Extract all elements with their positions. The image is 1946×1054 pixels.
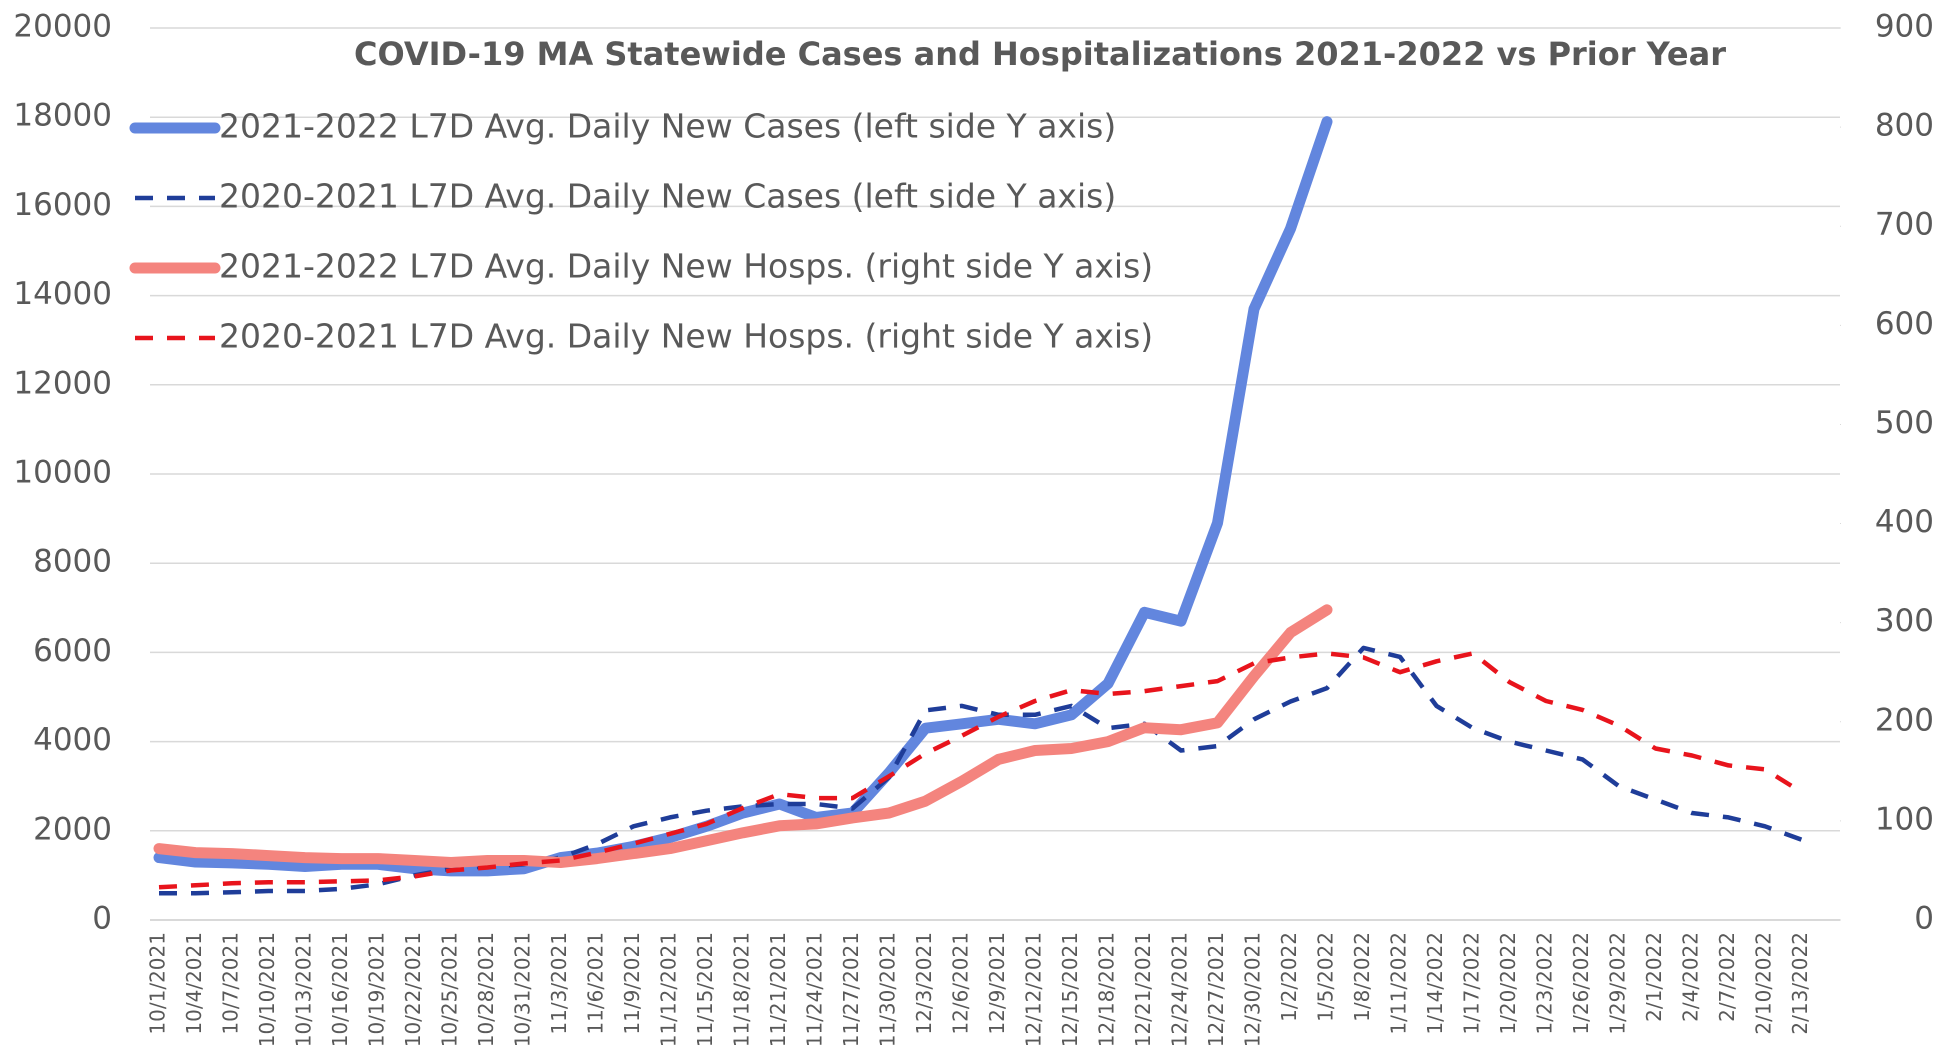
x-tick-label: 2/10/2022 xyxy=(1752,932,1776,1035)
x-tick-label: 1/20/2022 xyxy=(1496,932,1520,1035)
y-tick-label: 2000 xyxy=(33,811,112,847)
y2-tick-label: 700 xyxy=(1875,207,1934,243)
x-tick-label: 1/26/2022 xyxy=(1569,932,1593,1035)
x-tick-label: 1/23/2022 xyxy=(1533,932,1557,1035)
y-tick-label: 14000 xyxy=(13,276,112,312)
y-tick-label: 6000 xyxy=(33,633,112,669)
x-tick-label: 1/14/2022 xyxy=(1423,932,1447,1035)
series-line xyxy=(159,645,1803,896)
y-tick-label: 20000 xyxy=(13,9,112,45)
x-tick-label: 2/4/2022 xyxy=(1679,932,1703,1022)
y-tick-label: 16000 xyxy=(13,187,112,223)
x-tick-label: 1/29/2022 xyxy=(1606,932,1630,1035)
x-tick-label: 11/3/2021 xyxy=(547,932,571,1035)
series-line xyxy=(153,116,1333,877)
series-line xyxy=(153,604,1333,868)
x-tick-label: 11/12/2021 xyxy=(657,932,681,1047)
y2-tick-label: 800 xyxy=(1875,108,1934,144)
x-tick-label: 10/19/2021 xyxy=(365,932,389,1047)
y2-tick-label: 900 xyxy=(1875,9,1934,45)
x-tick-label: 10/10/2021 xyxy=(255,932,279,1047)
x-tick-label: 12/21/2021 xyxy=(1131,932,1155,1047)
x-tick-label: 11/6/2021 xyxy=(584,932,608,1035)
y-tick-label: 0 xyxy=(92,901,112,937)
x-tick-label: 11/18/2021 xyxy=(730,932,754,1047)
x-tick-label: 10/13/2021 xyxy=(292,932,316,1047)
x-tick-label: 10/1/2021 xyxy=(146,932,170,1035)
x-tick-label: 1/8/2022 xyxy=(1350,932,1374,1022)
y-tick-label: 4000 xyxy=(33,722,112,758)
x-tick-label: 11/15/2021 xyxy=(693,932,717,1047)
x-tick-label: 11/21/2021 xyxy=(766,932,790,1047)
y-tick-label: 10000 xyxy=(13,455,112,491)
x-tick-label: 12/15/2021 xyxy=(1058,932,1082,1047)
legend-label: 2021-2022 L7D Avg. Daily New Hosps. (rig… xyxy=(219,247,1153,286)
legend-label: 2020-2021 L7D Avg. Daily New Cases (left… xyxy=(219,177,1116,216)
y2-tick-label: 500 xyxy=(1875,405,1934,441)
legend-label: 2021-2022 L7D Avg. Daily New Cases (left… xyxy=(219,107,1116,146)
x-tick-label: 12/30/2021 xyxy=(1241,932,1265,1047)
chart-title: COVID-19 MA Statewide Cases and Hospital… xyxy=(354,35,1726,73)
x-tick-label: 10/16/2021 xyxy=(328,932,352,1047)
x-tick-label: 10/31/2021 xyxy=(511,932,535,1047)
x-tick-label: 10/4/2021 xyxy=(182,932,206,1035)
x-tick-label: 2/7/2022 xyxy=(1715,932,1739,1022)
y2-tick-label: 200 xyxy=(1875,702,1934,738)
x-tick-label: 1/11/2022 xyxy=(1387,932,1411,1035)
x-tick-label: 12/6/2021 xyxy=(949,932,973,1035)
x-tick-label: 12/18/2021 xyxy=(1095,932,1119,1047)
y2-tick-label: 300 xyxy=(1875,603,1934,639)
legend-label: 2020-2021 L7D Avg. Daily New Hosps. (rig… xyxy=(219,317,1153,356)
x-tick-label: 2/13/2022 xyxy=(1788,932,1812,1035)
x-tick-label: 1/5/2022 xyxy=(1314,932,1338,1022)
x-tick-label: 10/25/2021 xyxy=(438,932,462,1047)
y2-tick-label: 0 xyxy=(1914,901,1934,937)
x-tick-label: 12/12/2021 xyxy=(1022,932,1046,1047)
x-tick-label: 12/9/2021 xyxy=(985,932,1009,1035)
x-tick-label: 11/30/2021 xyxy=(876,932,900,1047)
x-tick-label: 2/1/2022 xyxy=(1642,932,1666,1022)
x-tick-label: 12/24/2021 xyxy=(1168,932,1192,1047)
y2-tick-label: 100 xyxy=(1875,801,1934,837)
x-tick-label: 1/17/2022 xyxy=(1460,932,1484,1035)
x-tick-label: 1/2/2022 xyxy=(1277,932,1301,1022)
y-tick-label: 8000 xyxy=(33,544,112,580)
x-tick-label: 12/3/2021 xyxy=(912,932,936,1035)
x-tick-label: 12/27/2021 xyxy=(1204,932,1228,1047)
x-tick-label: 11/27/2021 xyxy=(839,932,863,1047)
x-tick-label: 11/24/2021 xyxy=(803,932,827,1047)
y-tick-label: 12000 xyxy=(13,365,112,401)
x-tick-label: 10/22/2021 xyxy=(401,932,425,1047)
x-tick-label: 11/9/2021 xyxy=(620,932,644,1035)
x-tick-label: 10/28/2021 xyxy=(474,932,498,1047)
y2-tick-label: 600 xyxy=(1875,306,1934,342)
y2-tick-label: 400 xyxy=(1875,504,1934,540)
y-tick-label: 18000 xyxy=(13,98,112,134)
x-tick-label: 10/7/2021 xyxy=(219,932,243,1035)
